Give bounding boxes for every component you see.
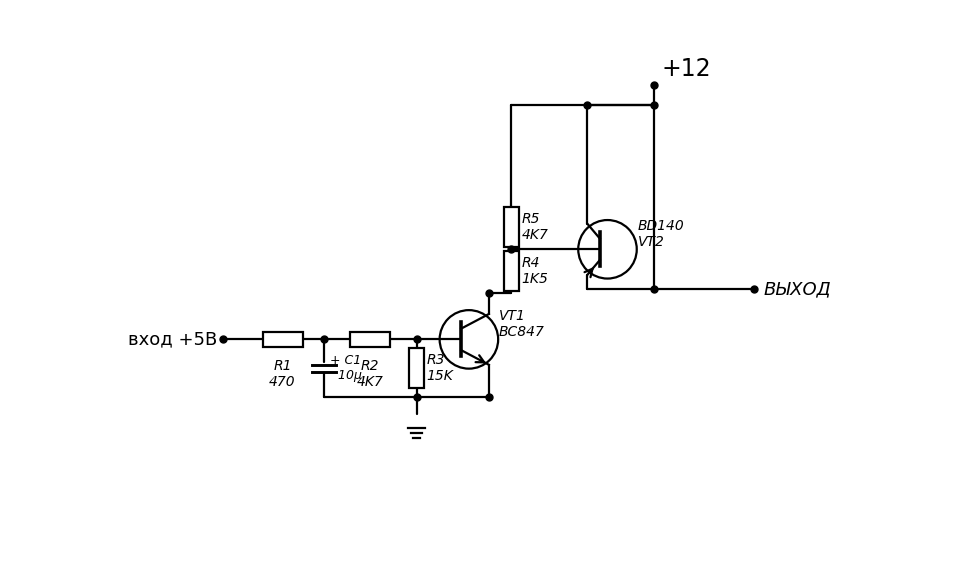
Text: BD140
VT2: BD140 VT2 [637, 219, 684, 249]
Bar [504, 251, 519, 291]
Bar [262, 332, 302, 347]
Bar [504, 207, 519, 247]
Text: VT1
BC847: VT1 BC847 [499, 309, 545, 339]
Text: R2
4K7: R2 4K7 [357, 359, 384, 389]
Text: R1
470: R1 470 [269, 359, 296, 389]
Text: вход +5В: вход +5В [128, 331, 217, 348]
Text: ВЫХОД: ВЫХОД [763, 281, 830, 298]
Bar [409, 348, 424, 388]
Text: R3
15K: R3 15K [426, 353, 453, 384]
Text: R4
1K5: R4 1K5 [521, 256, 548, 286]
Text: R5
4K7: R5 4K7 [521, 212, 548, 242]
Text: + C1
  10μ: + C1 10μ [330, 354, 362, 382]
Bar [350, 332, 391, 347]
Text: +12: +12 [661, 58, 711, 81]
